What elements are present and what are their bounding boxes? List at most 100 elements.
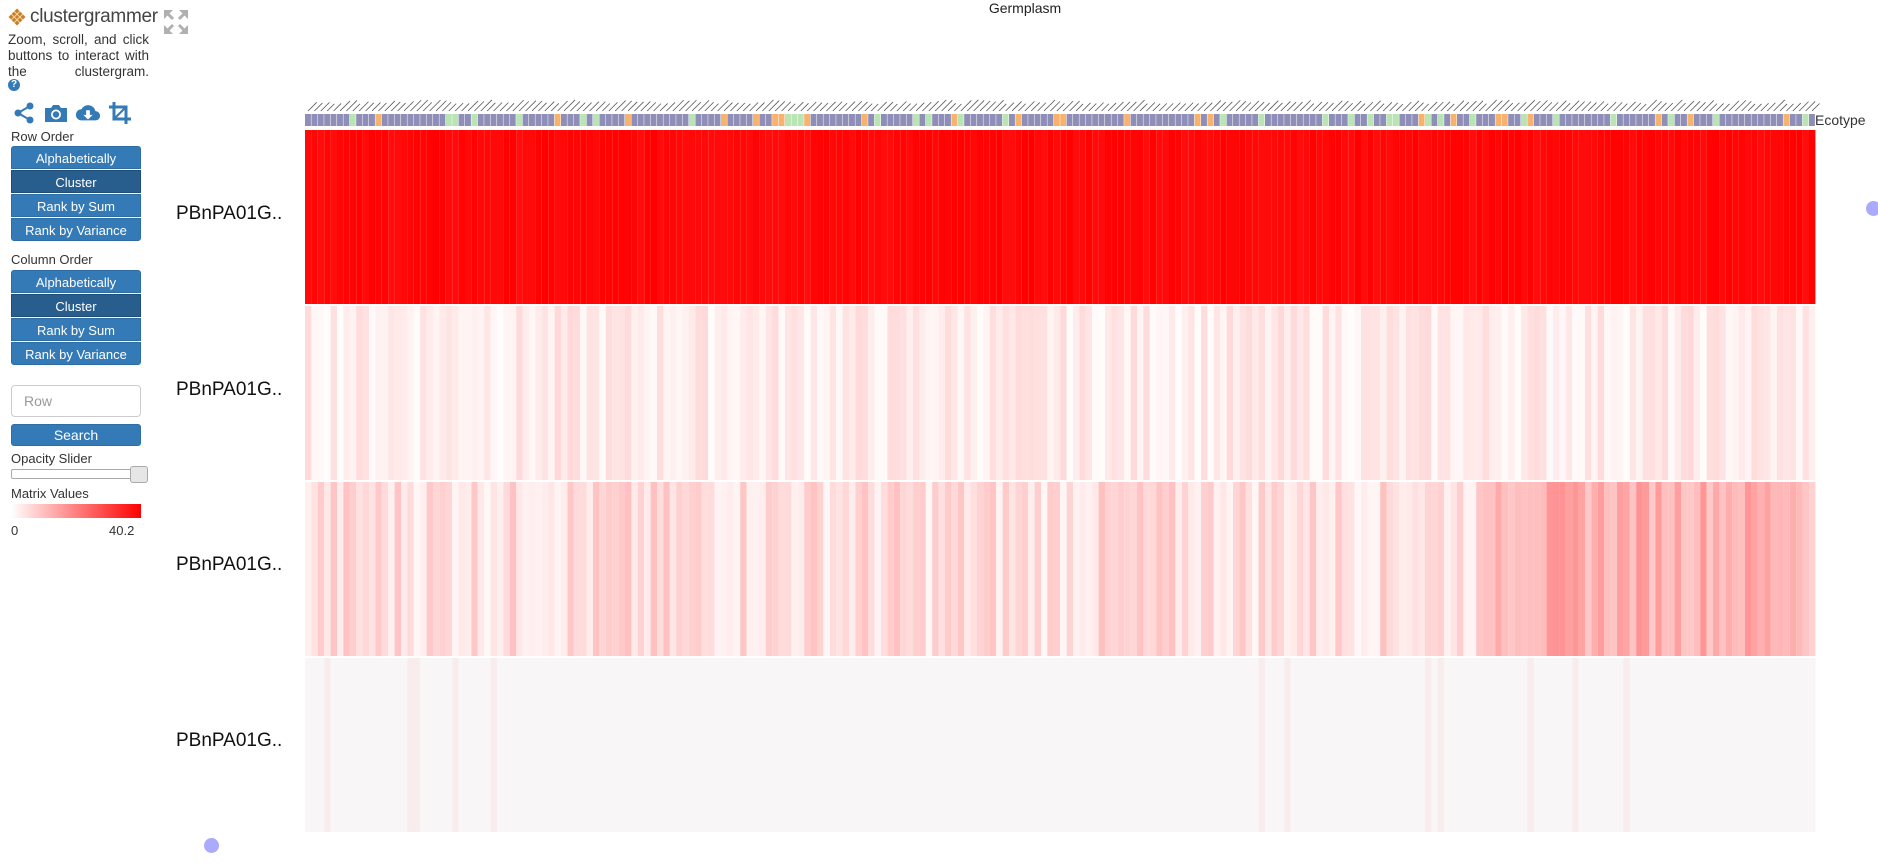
column-label [1658, 102, 1667, 112]
category-cell [1533, 114, 1540, 126]
heatmap-matrix[interactable] [305, 130, 1819, 832]
heatmap-cell [394, 658, 401, 832]
search-button[interactable]: Search [11, 424, 141, 446]
heatmap-cell [1572, 482, 1579, 656]
heatmap-cell [407, 658, 414, 832]
column-label [557, 100, 568, 112]
download-icon[interactable] [75, 100, 101, 126]
column-order-alphabetically-button[interactable]: Alphabetically [11, 270, 141, 293]
opacity-slider-track[interactable] [11, 469, 141, 479]
heatmap-cell [804, 306, 811, 480]
heatmap-cell [1405, 658, 1413, 832]
heatmap-cell [919, 482, 926, 656]
heatmap-cell [938, 130, 945, 304]
column-label [1523, 99, 1536, 112]
heatmap-cell [1418, 658, 1425, 832]
row-label[interactable]: PBnPA01G.. [176, 554, 283, 575]
column-label [550, 103, 560, 112]
category-cell [1725, 114, 1732, 126]
heatmap-cell [1079, 482, 1086, 656]
heatmap-cell [1079, 658, 1086, 832]
row-label[interactable]: PBnPA01G.. [176, 379, 283, 400]
heatmap-cell [1380, 306, 1387, 480]
row-order-alphabetically-button[interactable]: Alphabetically [11, 146, 141, 169]
row-order-rank-sum-button[interactable]: Rank by Sum [11, 194, 141, 217]
heatmap-cell [759, 658, 766, 832]
row-order-rank-variance-button[interactable]: Rank by Variance [11, 218, 141, 241]
heatmap-cell [829, 306, 837, 480]
opacity-slider-handle[interactable] [130, 466, 148, 483]
ecotype-category-bar[interactable] [305, 114, 1815, 126]
heatmap-cell [1053, 658, 1061, 832]
category-cell [599, 114, 606, 126]
heatmap-cell [586, 306, 593, 480]
column-label [467, 100, 479, 112]
heatmap-cell [701, 130, 709, 304]
row-order-cluster-button[interactable]: Cluster [11, 170, 141, 193]
heatmap-cell [471, 130, 478, 304]
heatmap-cell [593, 482, 600, 656]
column-label [378, 102, 387, 112]
heatmap-cell [1015, 306, 1022, 480]
heatmap-cell [893, 658, 901, 832]
heatmap-cell [1617, 482, 1624, 656]
row-dendrogram-handle[interactable] [1866, 201, 1878, 216]
heatmap-cell [1149, 482, 1157, 656]
heatmap-cell [605, 482, 613, 656]
heatmap-cell [1629, 130, 1637, 304]
help-icon[interactable]: ? [8, 79, 20, 91]
column-label [640, 101, 651, 112]
column-order-rank-sum-button[interactable]: Rank by Sum [11, 318, 141, 341]
category-cell [861, 114, 868, 126]
row-label[interactable]: PBnPA01G.. [176, 730, 283, 751]
column-label [762, 99, 774, 112]
column-label [698, 100, 710, 112]
heatmap-cell [1124, 482, 1131, 656]
column-label [1242, 102, 1252, 112]
heatmap-cell [1284, 658, 1291, 832]
heatmap-cell [836, 482, 843, 656]
column-order-rank-variance-button[interactable]: Rank by Variance [11, 342, 141, 365]
heatmap-cell [580, 658, 587, 832]
heatmap-cell [1412, 658, 1419, 832]
heatmap-cell [746, 130, 753, 304]
column-label [486, 102, 496, 112]
column-dendrogram-handle[interactable] [204, 838, 219, 853]
heatmap-cell [317, 482, 325, 656]
heatmap-cell [1393, 130, 1400, 304]
heatmap-cell [772, 658, 779, 832]
heatmap-cell [1175, 306, 1182, 480]
crop-icon[interactable] [107, 100, 133, 126]
heatmap-cell [1764, 482, 1771, 656]
heatmap-cell [375, 130, 382, 304]
row-search-input[interactable] [11, 385, 141, 417]
heatmap-cell [420, 658, 427, 832]
camera-icon[interactable] [43, 100, 69, 126]
heatmap-cell [612, 658, 619, 832]
heatmap-cell [1706, 482, 1713, 656]
heatmap-cell [420, 482, 427, 656]
column-label [826, 101, 836, 112]
heatmap-cell [541, 130, 549, 304]
heatmap-cell [1444, 482, 1451, 656]
heatmap-cell [657, 482, 664, 656]
heatmap-cell [1578, 130, 1585, 304]
column-label [1331, 100, 1343, 112]
category-cell [1623, 114, 1630, 126]
heatmap-cell [727, 658, 734, 832]
column-order-cluster-button[interactable]: Cluster [11, 294, 141, 317]
heatmap-cell [823, 306, 830, 480]
category-cell [759, 114, 766, 126]
heatmap-cell [1290, 130, 1297, 304]
heatmap-cell [1380, 482, 1387, 656]
heatmap-cell [1469, 482, 1477, 656]
heatmap-cell [381, 130, 389, 304]
heatmap-cell [1073, 482, 1080, 656]
share-icon[interactable] [11, 100, 37, 126]
heatmap-cell [945, 482, 952, 656]
heatmap-cell [1015, 482, 1022, 656]
expand-icon[interactable] [162, 8, 190, 36]
row-label[interactable]: PBnPA01G.. [176, 203, 283, 224]
heatmap-cell [1380, 130, 1387, 304]
column-label [1446, 103, 1455, 112]
